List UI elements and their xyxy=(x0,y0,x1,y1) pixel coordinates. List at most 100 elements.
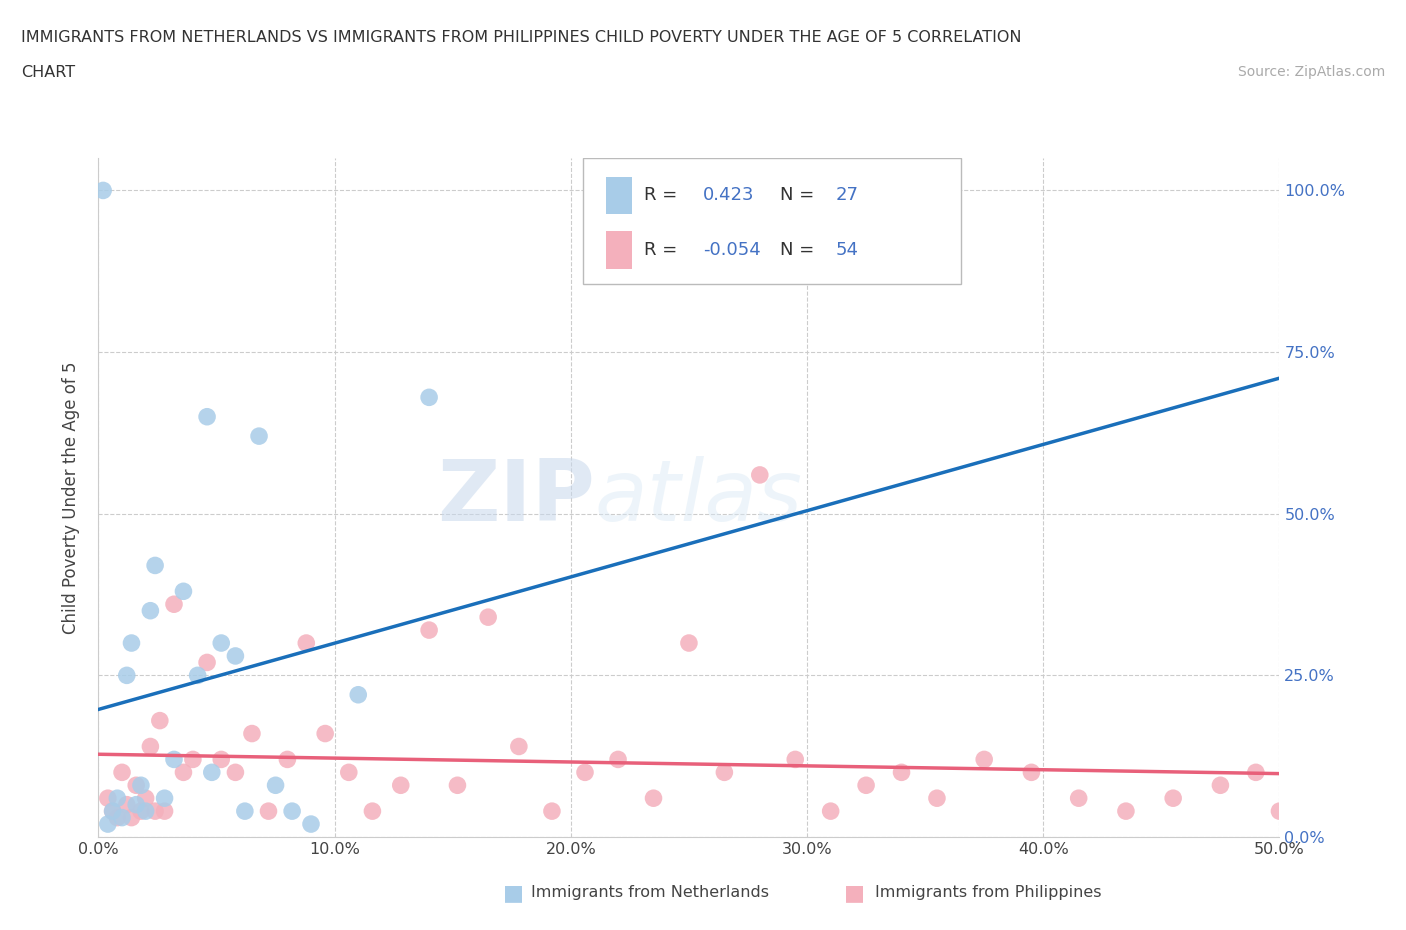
Point xyxy=(181,752,204,767)
Text: Immigrants from Netherlands: Immigrants from Netherlands xyxy=(531,885,769,900)
Point xyxy=(890,764,912,779)
Text: 0.423: 0.423 xyxy=(703,186,755,205)
Point xyxy=(201,764,224,779)
Point xyxy=(1279,777,1302,792)
Point xyxy=(1303,790,1326,805)
Point xyxy=(678,635,700,650)
FancyBboxPatch shape xyxy=(606,232,633,269)
Text: 54: 54 xyxy=(835,241,859,259)
Point xyxy=(195,409,218,424)
Point xyxy=(143,558,166,573)
Point xyxy=(607,752,630,767)
Point xyxy=(115,668,138,683)
Point xyxy=(115,797,138,812)
Point xyxy=(1209,777,1232,792)
Point xyxy=(91,183,114,198)
Point xyxy=(1021,764,1043,779)
Point xyxy=(153,804,176,818)
Point xyxy=(1268,804,1291,818)
Point xyxy=(1244,764,1267,779)
Point xyxy=(121,635,143,650)
Point xyxy=(973,752,995,767)
Point xyxy=(1067,790,1090,805)
Point xyxy=(925,790,948,805)
Point xyxy=(1115,804,1137,818)
Point xyxy=(361,804,384,818)
Point xyxy=(446,777,468,792)
Point xyxy=(299,817,322,831)
Point xyxy=(105,790,128,805)
Text: N =: N = xyxy=(780,186,820,205)
Point xyxy=(172,584,194,599)
Point xyxy=(314,726,336,741)
Point xyxy=(233,804,256,818)
Point xyxy=(508,739,530,754)
Point xyxy=(153,790,176,805)
Point xyxy=(240,726,263,741)
Point xyxy=(276,752,298,767)
Point xyxy=(643,790,665,805)
Text: -0.054: -0.054 xyxy=(703,241,761,259)
Point xyxy=(264,777,287,792)
Point xyxy=(163,597,186,612)
Text: IMMIGRANTS FROM NETHERLANDS VS IMMIGRANTS FROM PHILIPPINES CHILD POVERTY UNDER T: IMMIGRANTS FROM NETHERLANDS VS IMMIGRANT… xyxy=(21,30,1022,45)
Point xyxy=(820,804,842,818)
Text: ■: ■ xyxy=(503,883,523,903)
Point xyxy=(187,668,209,683)
Text: Source: ZipAtlas.com: Source: ZipAtlas.com xyxy=(1237,65,1385,79)
Point xyxy=(129,804,152,818)
Point xyxy=(139,604,162,618)
Point xyxy=(389,777,412,792)
Text: atlas: atlas xyxy=(595,456,803,539)
Point xyxy=(97,817,120,831)
Point xyxy=(541,804,564,818)
FancyBboxPatch shape xyxy=(606,177,633,215)
Point xyxy=(111,810,134,825)
Text: ZIP: ZIP xyxy=(437,456,595,539)
Point xyxy=(477,610,499,625)
Point xyxy=(209,752,232,767)
Point xyxy=(172,764,194,779)
Point xyxy=(257,804,280,818)
Point xyxy=(195,655,218,670)
Point xyxy=(105,810,128,825)
Point xyxy=(418,623,440,638)
Point xyxy=(149,713,172,728)
Text: ■: ■ xyxy=(845,883,865,903)
Point xyxy=(281,804,304,818)
Point xyxy=(295,635,318,650)
Point xyxy=(121,810,143,825)
Point xyxy=(247,429,270,444)
Point xyxy=(209,635,232,650)
Point xyxy=(101,804,124,818)
Point xyxy=(748,468,770,483)
Point xyxy=(224,648,246,663)
Point xyxy=(785,752,807,767)
FancyBboxPatch shape xyxy=(582,158,960,284)
Point xyxy=(125,797,148,812)
Y-axis label: Child Poverty Under the Age of 5: Child Poverty Under the Age of 5 xyxy=(62,361,80,634)
Point xyxy=(135,790,157,805)
Point xyxy=(101,804,124,818)
Text: Immigrants from Philippines: Immigrants from Philippines xyxy=(875,885,1101,900)
Point xyxy=(111,764,134,779)
Text: CHART: CHART xyxy=(21,65,75,80)
Point xyxy=(418,390,440,405)
Text: N =: N = xyxy=(780,241,820,259)
Point xyxy=(224,764,246,779)
Text: 27: 27 xyxy=(835,186,859,205)
Point xyxy=(337,764,360,779)
Point xyxy=(1292,804,1315,818)
Point xyxy=(347,687,370,702)
Point xyxy=(129,777,152,792)
Point xyxy=(574,764,596,779)
Point xyxy=(1161,790,1184,805)
Text: R =: R = xyxy=(644,241,683,259)
Point xyxy=(143,804,166,818)
Point xyxy=(135,804,157,818)
Point xyxy=(163,752,186,767)
Point xyxy=(125,777,148,792)
Text: R =: R = xyxy=(644,186,683,205)
Point xyxy=(855,777,877,792)
Point xyxy=(97,790,120,805)
